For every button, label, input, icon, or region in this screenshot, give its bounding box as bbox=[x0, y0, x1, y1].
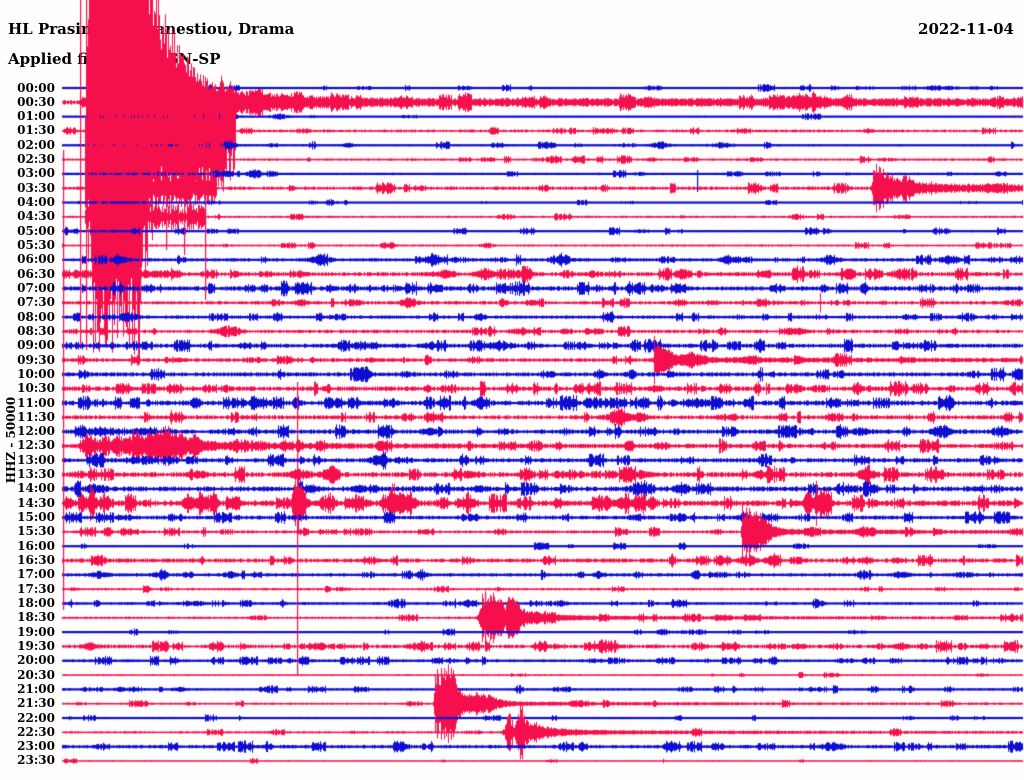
helicorder-page: HL Prasinada Paranestiou, Drama Applied … bbox=[0, 0, 1024, 780]
helicorder-canvas bbox=[0, 0, 1024, 780]
